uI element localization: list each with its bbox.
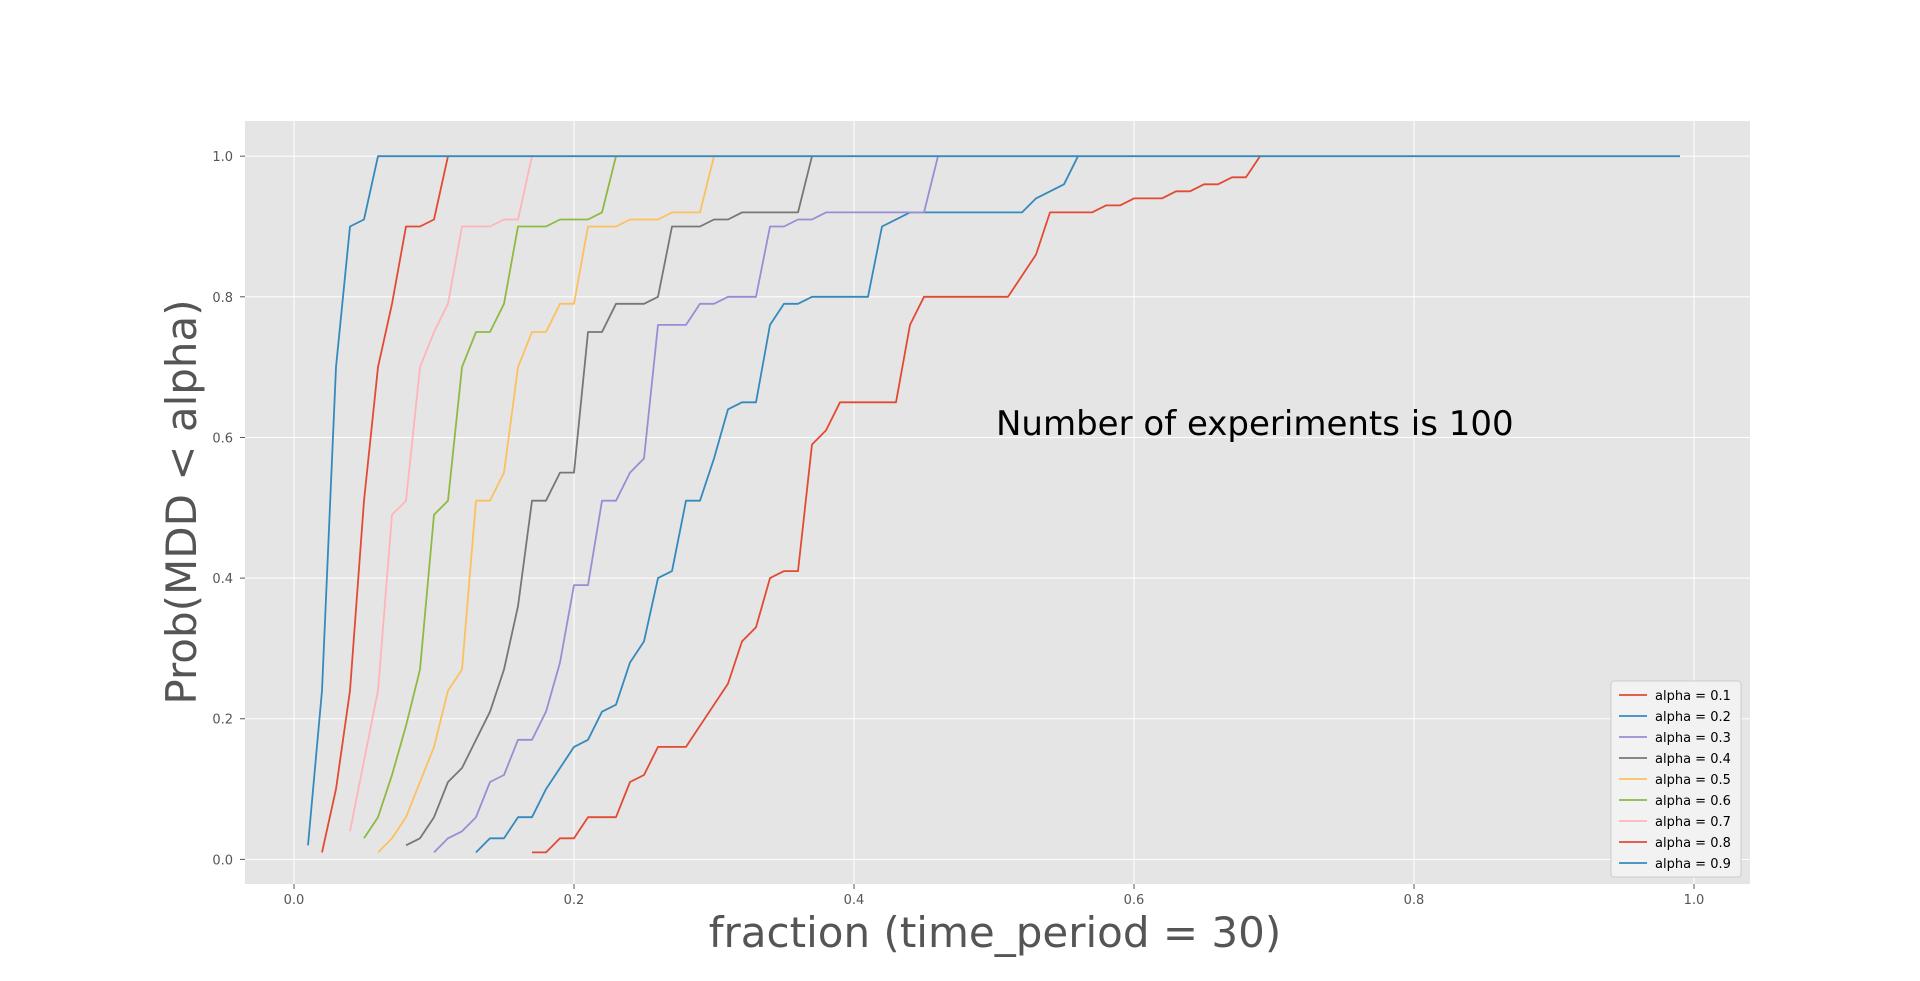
legend-label: alpha = 0.3	[1655, 731, 1731, 746]
plot-area	[245, 121, 1750, 884]
legend: alpha = 0.1 alpha = 0.2 alpha = 0.3 alpha =…	[1610, 680, 1742, 878]
y-tick-label: 0.4	[212, 572, 233, 587]
x-tick-label: 0.4	[844, 893, 865, 908]
x-axis-label: fraction (time_period = 30)	[709, 908, 1281, 957]
x-tick-label: 0.6	[1124, 893, 1145, 908]
x-tick-label: 0.8	[1404, 893, 1425, 908]
legend-label: alpha = 0.9	[1655, 857, 1731, 872]
x-tick-label: 0.2	[564, 893, 585, 908]
legend-label: alpha = 0.1	[1655, 689, 1731, 704]
series-lines	[307, 155, 1680, 854]
x-tick-label: 0.0	[284, 893, 305, 908]
y-tick-label: 1.0	[212, 150, 233, 165]
legend-box	[1610, 680, 1742, 878]
series-line-8	[321, 156, 449, 853]
x-tick-label: 1.0	[1684, 893, 1705, 908]
legend-label: alpha = 0.5	[1655, 773, 1731, 788]
series-line-7	[349, 156, 533, 832]
x-axis-ticks: 0.0 0.2 0.4 0.6 0.8 1.0	[284, 884, 1705, 908]
y-axis-label: Prob(MDD < alpha)	[157, 299, 206, 704]
legend-label: alpha = 0.6	[1655, 794, 1731, 809]
series-line-3	[433, 155, 939, 854]
series-line-5	[377, 155, 715, 854]
annotation-text: Number of experiments is 100	[996, 404, 1514, 444]
series-line-4	[405, 155, 813, 847]
y-tick-label: 0.8	[212, 291, 233, 306]
y-axis-ticks: 0.0 0.2 0.4 0.6 0.8 1.0	[212, 150, 245, 868]
legend-label: alpha = 0.7	[1655, 815, 1731, 830]
series-line-1	[532, 155, 1261, 854]
y-tick-label: 0.6	[212, 431, 233, 446]
legend-label: alpha = 0.2	[1655, 710, 1731, 725]
series-line-6	[363, 155, 617, 839]
legend-label: alpha = 0.4	[1655, 752, 1731, 767]
y-tick-label: 0.2	[212, 713, 233, 728]
legend-label: alpha = 0.8	[1655, 836, 1731, 851]
series-line-2	[475, 155, 1079, 854]
y-tick-label: 0.0	[212, 853, 233, 868]
series-line-9	[307, 155, 1680, 846]
